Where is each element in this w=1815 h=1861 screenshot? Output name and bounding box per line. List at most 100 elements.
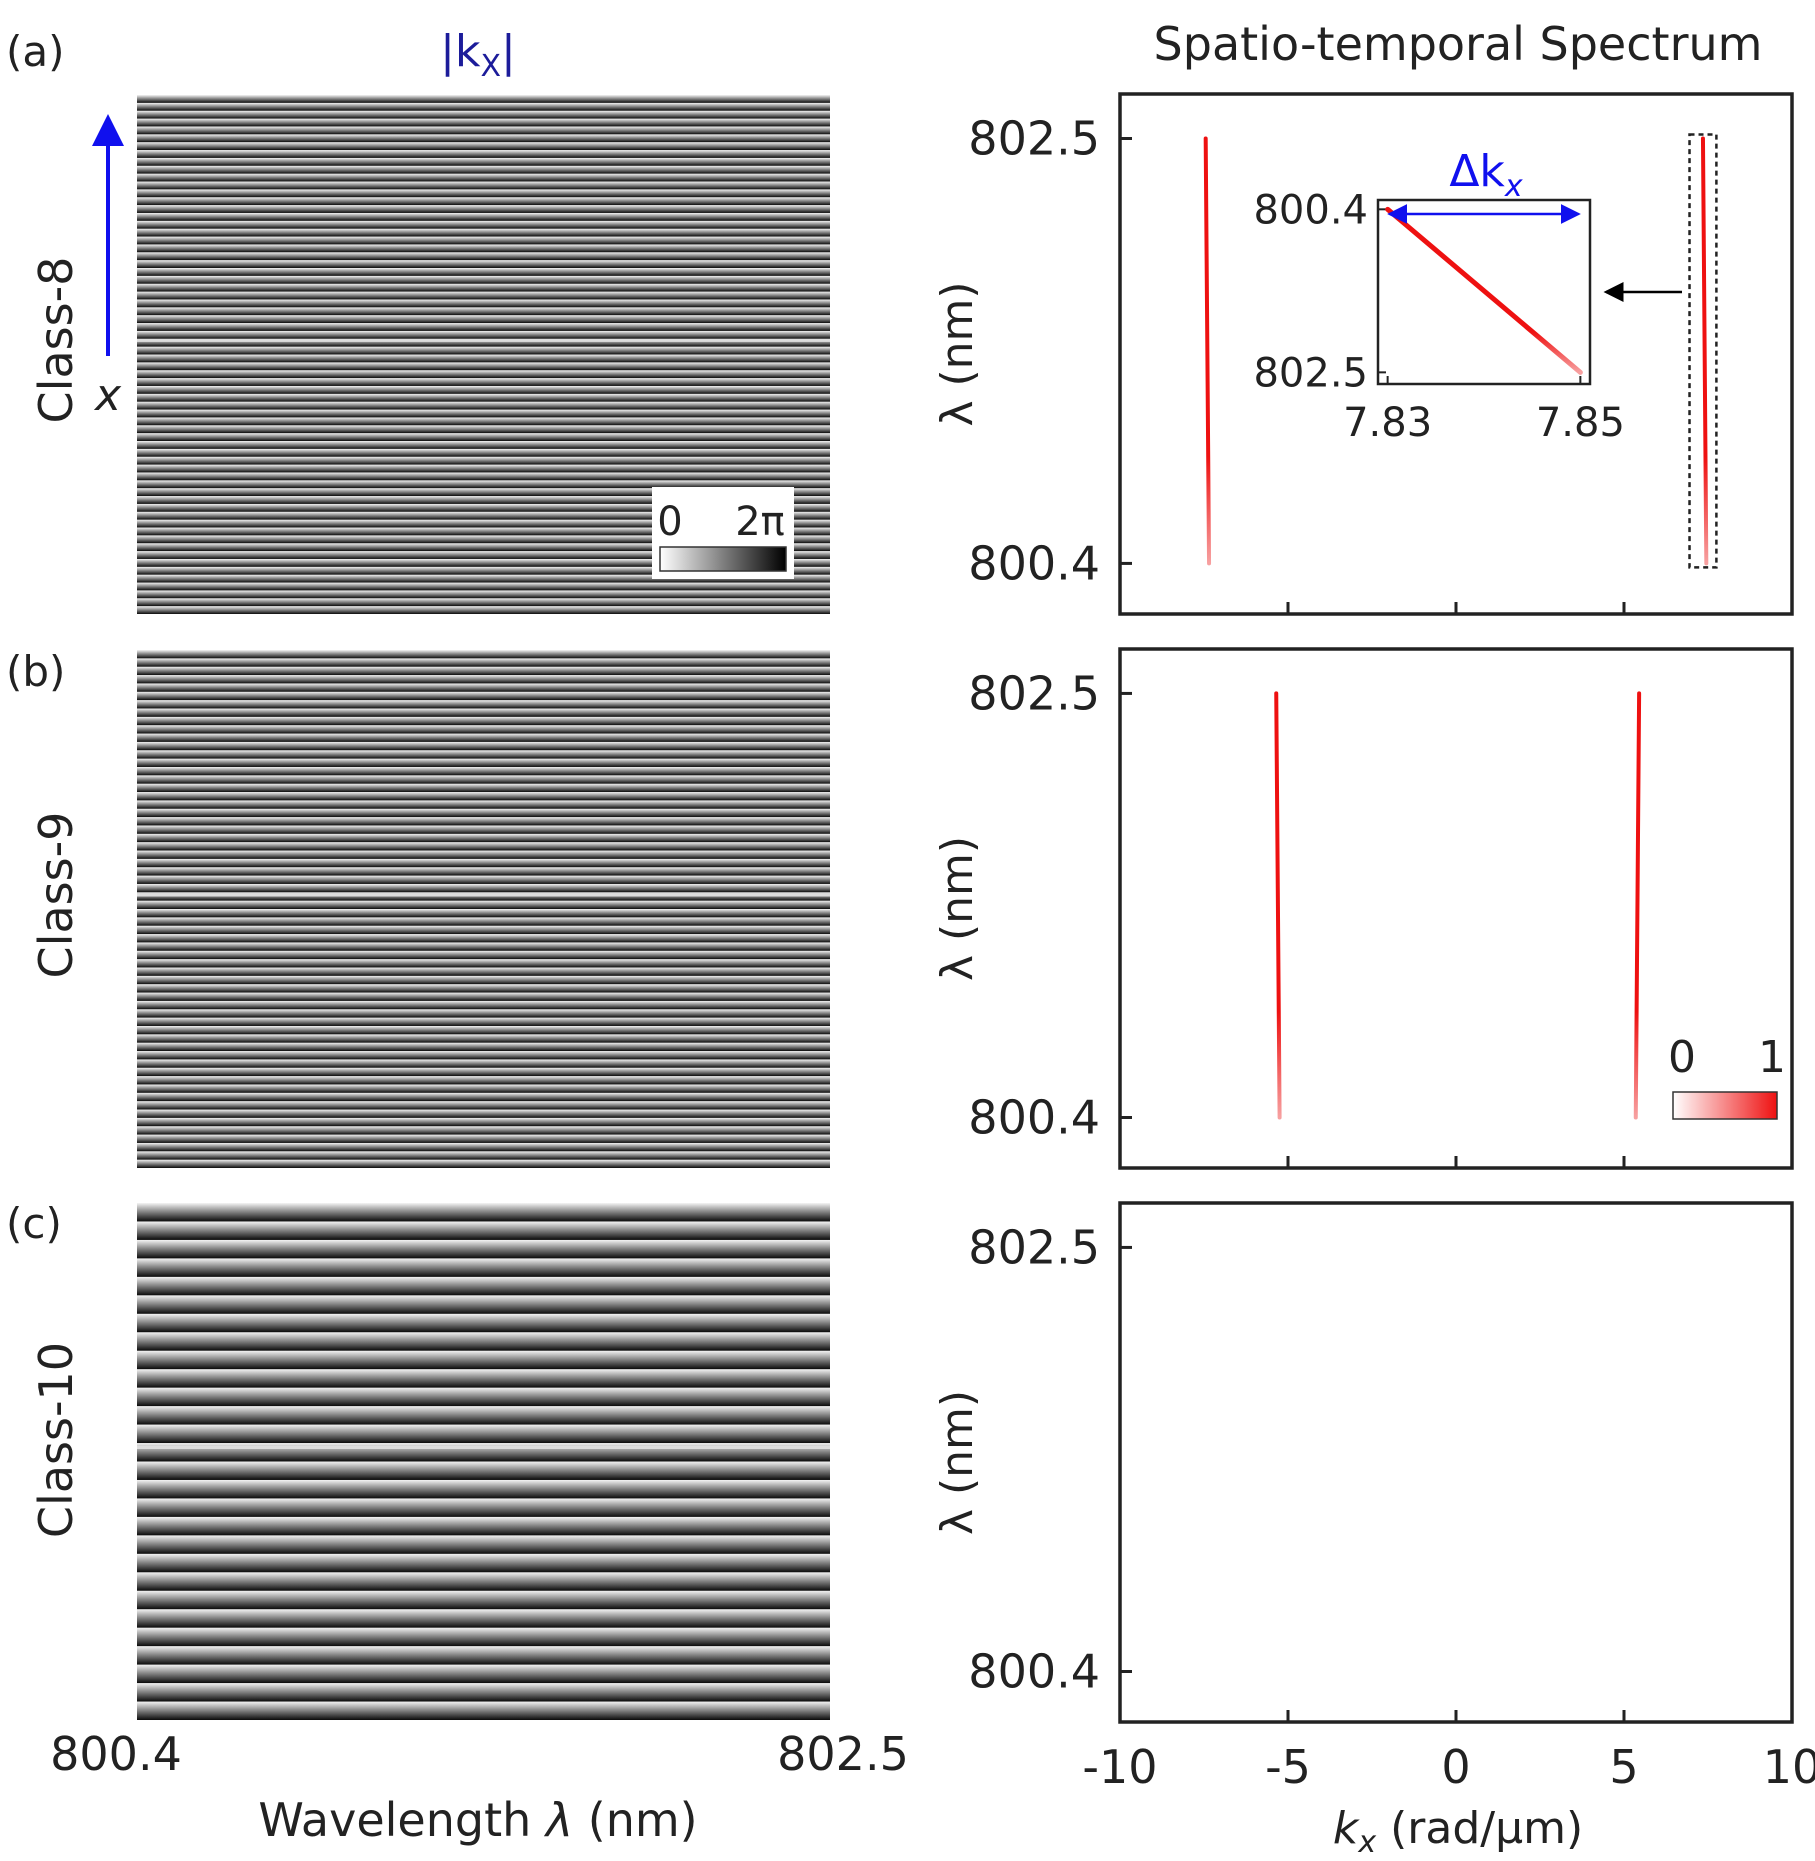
panel-label-b: (b): [6, 647, 65, 696]
class-label-9: Class-9: [29, 812, 83, 979]
phase-stripe: [137, 658, 830, 667]
phase-stripe: [137, 1350, 830, 1370]
phase-colorbar: 0 2π: [652, 487, 794, 579]
phase-stripe: [137, 825, 830, 834]
phase-stripe: [137, 1664, 830, 1684]
spectrum-line-right-branch: [1700, 136, 1709, 566]
phase-stripe: [137, 959, 830, 968]
phase-stripe: [137, 1369, 830, 1388]
phase-stripe: [137, 883, 830, 893]
phase-stripe: [137, 700, 830, 709]
phase-stripe: [137, 291, 830, 300]
phase-stripe: [137, 378, 830, 386]
phase-stripe: [137, 1572, 830, 1591]
phase-stripe: [137, 833, 830, 843]
phase-stripe: [137, 808, 830, 818]
phase-stripe: [137, 543, 830, 552]
phase-stripe: [137, 733, 830, 742]
phase-stripe: [137, 1034, 830, 1043]
phase-stripe: [137, 582, 830, 591]
spectrum-line-left-branch: [1203, 136, 1212, 566]
phase-stripe: [137, 867, 830, 876]
phase-stripe: [137, 558, 830, 567]
inset-plot: 802.5 800.4 7.83 7.85 Δkx: [1253, 146, 1624, 446]
phase-stripe: [137, 842, 830, 851]
panel-label-c: (c): [6, 1199, 62, 1248]
phase-stripe: [137, 260, 830, 268]
phase-stripe: [137, 909, 830, 918]
phase-stripe: [137, 1443, 830, 1462]
inset-ytick-label: 802.5: [1253, 350, 1368, 396]
spectrum-panel-b: 800.4 802.5 λ (nm): [932, 647, 1794, 1170]
spectrum-ylabel: λ (nm): [932, 1390, 983, 1535]
phase-stripe: [137, 1009, 830, 1018]
phase-stripe: [137, 758, 830, 767]
phase-stripe: [137, 975, 830, 985]
phase-stripe: [137, 1683, 830, 1702]
phase-stripe: [137, 1109, 830, 1118]
phase-center-line: [137, 1446, 830, 1449]
phase-stripe: [137, 1701, 830, 1720]
phase-stripe: [137, 409, 830, 418]
phase-colorbar-min: 0: [657, 499, 682, 545]
spectrum-panel-c: 800.4 802.5 λ (nm): [932, 1201, 1794, 1724]
spectrum-panel-a: 800.4 802.5 λ (nm) 802.5 800.4 7.83 7.85 Δkx: [932, 92, 1794, 616]
phase-stripe: [137, 480, 830, 489]
phase-stripe: [137, 1117, 830, 1127]
phase-stripe: [137, 464, 830, 473]
phase-stripe: [137, 1295, 830, 1314]
phase-stripe: [137, 1627, 830, 1647]
phase-stripe: [137, 228, 830, 237]
phase-stripe: [137, 691, 830, 701]
right-xtick-label: 5: [1609, 1740, 1638, 1794]
spectrum-ylabel: λ (nm): [932, 281, 983, 426]
phase-map-class-8: [137, 95, 830, 614]
phase-stripe: [137, 1042, 830, 1052]
phase-stripe: [137, 1646, 830, 1665]
spectrum-axes-frame: [1118, 647, 1794, 1170]
right-xtick-label: 0: [1441, 1740, 1470, 1794]
phase-stripe: [137, 1424, 830, 1444]
phase-stripe: [137, 1258, 830, 1277]
phase-stripe: [137, 165, 830, 174]
phase-stripe: [137, 1535, 830, 1554]
phase-stripe: [137, 1239, 830, 1259]
phase-stripe: [137, 1059, 830, 1068]
phase-stripe: [137, 725, 830, 734]
phase-stripe: [137, 792, 830, 801]
phase-stripe: [137, 1076, 830, 1085]
phase-stripe: [137, 741, 830, 751]
phase-stripe: [137, 606, 830, 614]
phase-stripe: [137, 362, 830, 371]
phase-stripe: [137, 425, 830, 434]
phase-stripe: [137, 433, 830, 441]
phase-stripe: [137, 950, 830, 960]
phase-stripe: [137, 1406, 830, 1425]
phase-stripe: [137, 181, 830, 190]
phase-stripe: [137, 666, 830, 676]
phase-stripe: [137, 197, 830, 206]
phase-stripe: [137, 401, 830, 410]
phase-stripe: [137, 1017, 830, 1026]
phase-stripe: [137, 1084, 830, 1093]
phase-stripe: [137, 716, 830, 726]
phase-stripe: [137, 650, 830, 659]
phase-stripe: [137, 917, 830, 926]
phase-stripe: [137, 488, 830, 497]
phase-stripe: [137, 134, 830, 143]
phase-stripe: [137, 1101, 830, 1110]
phase-stripe: [137, 244, 830, 253]
ytick-label: 800.4: [968, 1091, 1100, 1145]
delta-kx-label: Δkx: [1449, 146, 1523, 204]
phase-stripe: [137, 268, 830, 276]
phase-stripe: [137, 299, 830, 308]
ytick-label: 802.5: [968, 112, 1100, 166]
phase-stripe: [137, 1276, 830, 1296]
phase-stripe: [137, 1479, 830, 1499]
phase-stripe: [137, 157, 830, 166]
left-xtick-min: 800.4: [50, 1727, 182, 1781]
phase-stripe: [137, 315, 830, 324]
right-xtick-label: -10: [1082, 1740, 1157, 1794]
ytick-label: 800.4: [968, 1645, 1100, 1699]
